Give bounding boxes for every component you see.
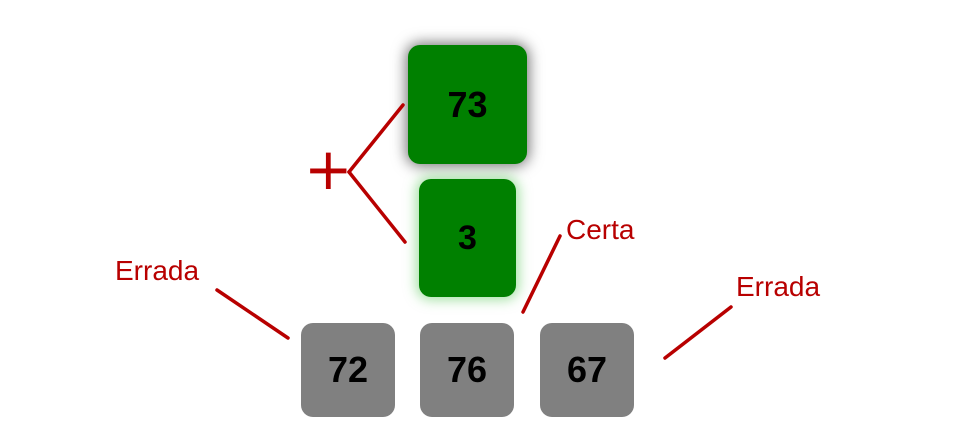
answer-option-76[interactable]: 76 <box>420 323 514 417</box>
pointer-line-wrong-right <box>663 305 733 360</box>
bracket-line-lower <box>347 170 407 244</box>
bracket-line-upper <box>347 103 405 174</box>
operand-tile-73: 73 <box>408 45 527 164</box>
plus-sign: + <box>304 135 353 203</box>
label-correct: Certa <box>566 214 635 245</box>
pointer-line-correct <box>521 234 562 314</box>
operand-tile-3: 3 <box>419 179 516 297</box>
pointer-line-wrong-left <box>215 288 290 340</box>
answer-option-72[interactable]: 72 <box>301 323 395 417</box>
label-wrong-right: Errada <box>736 271 821 302</box>
answer-option-67[interactable]: 67 <box>540 323 634 417</box>
label-wrong-left: Errada <box>115 255 200 286</box>
